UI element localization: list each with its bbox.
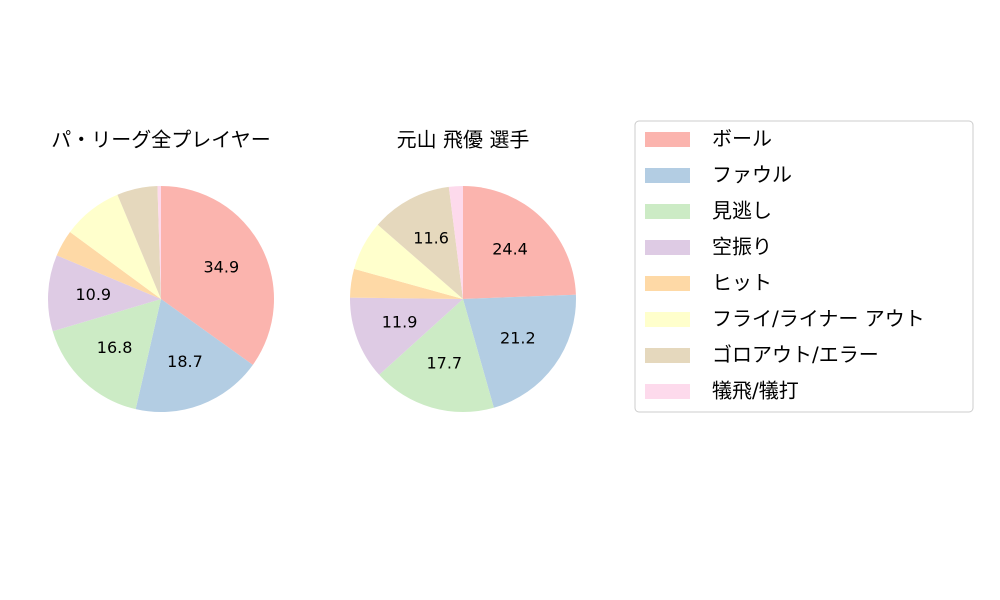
- slice-label: 18.7: [167, 352, 203, 371]
- pie-slice: [47, 255, 161, 332]
- pie-slice: [463, 186, 576, 299]
- legend-label: 空振り: [712, 235, 772, 259]
- slice-label: 16.8: [97, 338, 133, 357]
- slice-label: 24.4: [492, 240, 528, 259]
- slice-label: 17.7: [426, 354, 462, 373]
- slice-label: 11.6: [413, 229, 449, 248]
- pie-slice: [448, 186, 463, 299]
- legend-label: 見逃し: [712, 199, 772, 223]
- slice-label: 21.2: [500, 328, 536, 347]
- legend-label: 犠飛/犠打: [712, 379, 799, 403]
- legend-swatch: [645, 204, 690, 219]
- pie-slice: [350, 268, 463, 299]
- pie-slice: [135, 299, 253, 412]
- chart-title: パ・リーグ全プレイヤー: [51, 128, 270, 152]
- slice-label: 10.9: [75, 285, 111, 304]
- legend-swatch: [645, 384, 690, 399]
- pie-slice: [52, 299, 161, 410]
- pie-slice: [377, 186, 463, 299]
- slice-label: 34.9: [204, 258, 240, 277]
- pie-slice: [354, 224, 463, 299]
- pie-slice: [379, 299, 494, 412]
- pie-slice: [161, 186, 275, 365]
- pie-slice: [463, 294, 576, 408]
- pie-slice: [56, 232, 162, 299]
- legend-box: [634, 120, 974, 413]
- legend-label: フライ/ライナー アウト: [712, 307, 925, 331]
- legend-swatch: [645, 276, 690, 291]
- legend-swatch: [645, 132, 690, 147]
- legend-swatch: [645, 312, 690, 327]
- legend-swatch: [645, 240, 690, 255]
- pie-slice: [70, 194, 161, 299]
- legend-label: ヒット: [712, 271, 772, 295]
- legend-label: ゴロアウト/エラー: [712, 343, 879, 367]
- slice-label: 11.9: [382, 312, 418, 331]
- pie-slice: [157, 186, 161, 299]
- legend-swatch: [645, 168, 690, 183]
- pie-slice: [350, 297, 463, 375]
- legend-label: ボール: [712, 127, 772, 151]
- legend-swatch: [645, 348, 690, 363]
- chart-title: 元山 飛優 選手: [397, 128, 530, 152]
- legend-label: ファウル: [712, 163, 792, 187]
- pie-slice: [117, 186, 161, 299]
